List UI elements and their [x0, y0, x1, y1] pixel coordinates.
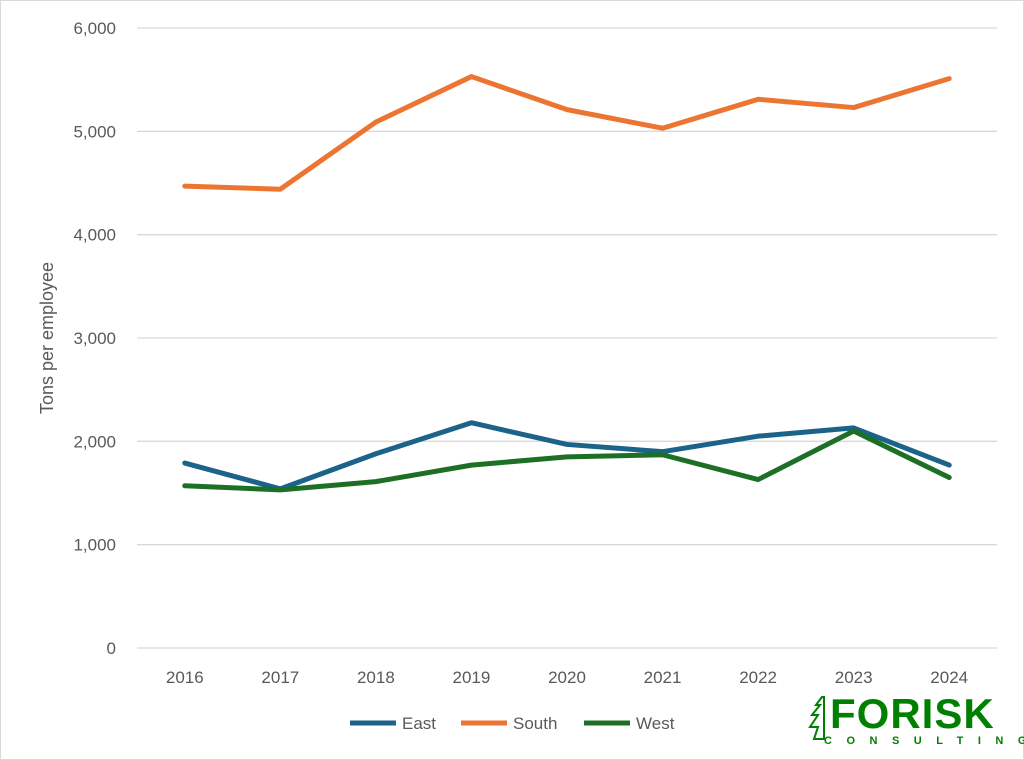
x-tick-label: 2019 [453, 668, 491, 687]
legend-label-south: South [513, 714, 557, 733]
y-tick-label: 4,000 [73, 226, 116, 245]
x-tick-label: 2018 [357, 668, 395, 687]
y-axis-label: Tons per employee [37, 262, 57, 414]
series-line-west [182, 428, 952, 493]
y-tick-label: 5,000 [73, 122, 116, 141]
x-tick-label: 2016 [166, 668, 204, 687]
x-tick-label: 2023 [835, 668, 873, 687]
y-tick-label: 2,000 [73, 432, 116, 451]
logo-tagline: CONSULTING [824, 735, 1024, 747]
y-tick-label: 3,000 [73, 329, 116, 348]
series-line-south [182, 74, 952, 192]
series-line-east [182, 420, 952, 492]
y-tick-label: 6,000 [73, 19, 116, 38]
legend-label-east: East [402, 714, 436, 733]
y-tick-label: 0 [107, 639, 116, 658]
forisk-logo: FORISK CONSULTING [808, 690, 1024, 749]
x-tick-label: 2021 [644, 668, 682, 687]
x-tick-label: 2017 [261, 668, 299, 687]
x-tick-label: 2024 [930, 668, 968, 687]
y-tick-label: 1,000 [73, 536, 116, 555]
x-tick-label: 2020 [548, 668, 586, 687]
x-tick-label: 2022 [739, 668, 777, 687]
logo-name: FORISK [830, 690, 995, 737]
tree-icon [808, 696, 825, 740]
legend-label-west: West [636, 714, 675, 733]
